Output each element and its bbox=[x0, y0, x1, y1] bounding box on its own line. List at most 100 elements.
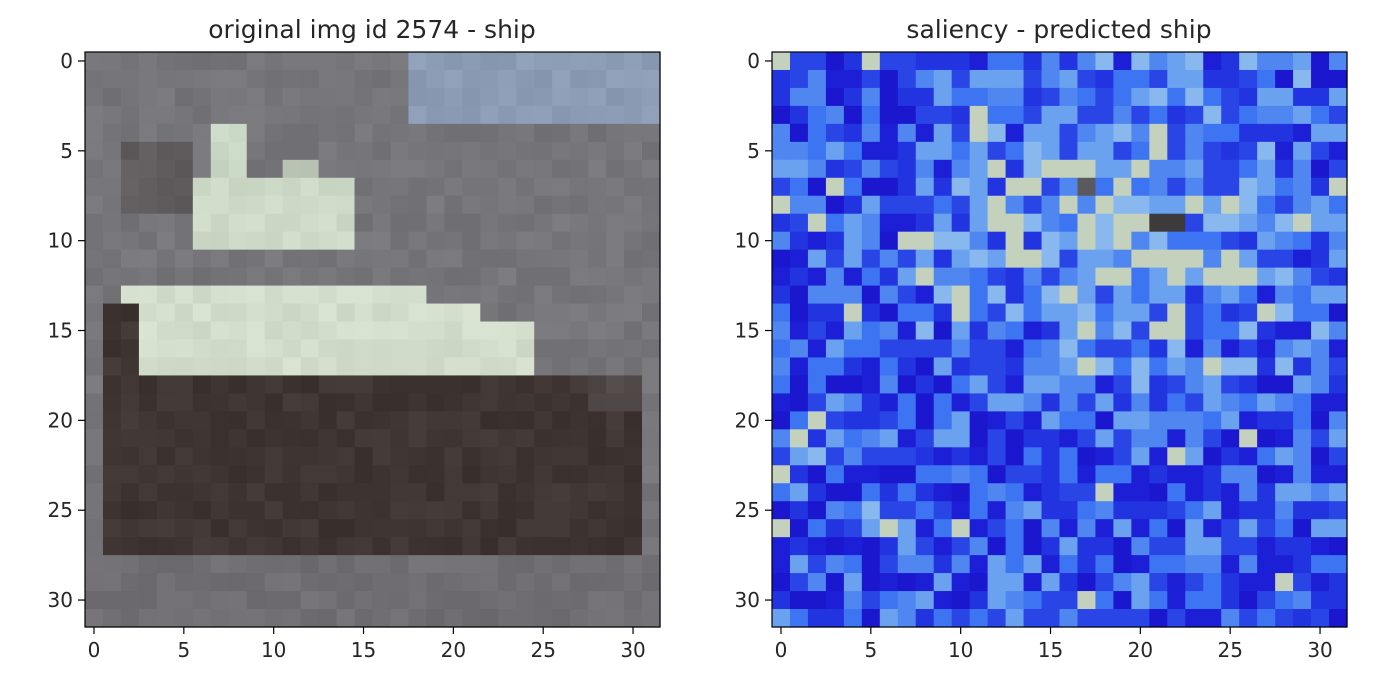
pixel-cell bbox=[534, 447, 553, 466]
pixel-cell bbox=[772, 429, 791, 448]
pixel-cell bbox=[915, 249, 935, 269]
pixel-cell bbox=[789, 591, 809, 610]
pixel-cell bbox=[498, 69, 517, 89]
pixel-cell bbox=[264, 87, 284, 107]
pixel-cell bbox=[174, 591, 194, 610]
pixel-cell bbox=[138, 249, 158, 269]
y-tick-label: 30 bbox=[735, 588, 760, 612]
pixel-cell bbox=[120, 411, 140, 430]
pixel-cell bbox=[843, 303, 863, 323]
pixel-cell bbox=[120, 375, 140, 395]
pixel-cell bbox=[1059, 249, 1079, 269]
pixel-cell bbox=[1311, 555, 1330, 574]
pixel-cell bbox=[336, 357, 356, 377]
pixel-cell bbox=[408, 519, 428, 538]
pixel-cell bbox=[843, 105, 863, 125]
pixel-cell bbox=[1077, 105, 1097, 125]
pixel-cell bbox=[102, 249, 122, 269]
pixel-cell bbox=[969, 267, 989, 287]
pixel-cell bbox=[1131, 357, 1150, 377]
x-tick-label: 30 bbox=[620, 638, 645, 662]
pixel-cell bbox=[1221, 393, 1240, 412]
pixel-cell bbox=[951, 321, 971, 341]
pixel-cell bbox=[789, 303, 809, 323]
pixel-cell bbox=[1059, 537, 1079, 556]
pixel-cell bbox=[1329, 537, 1348, 556]
pixel-cell bbox=[969, 393, 989, 412]
pixel-cell bbox=[534, 177, 553, 197]
pixel-cell bbox=[606, 231, 625, 251]
pixel-cell bbox=[642, 123, 661, 143]
pixel-cell bbox=[789, 231, 809, 251]
x-tick-label: 15 bbox=[1038, 638, 1063, 662]
pixel-cell bbox=[1221, 249, 1240, 269]
pixel-cell bbox=[480, 123, 499, 143]
pixel-cell bbox=[1311, 159, 1330, 179]
pixel-cell bbox=[825, 537, 845, 556]
pixel-cell bbox=[897, 285, 917, 305]
saliency-frame bbox=[771, 51, 1348, 628]
pixel-cell bbox=[1293, 591, 1312, 610]
pixel-cell bbox=[1239, 231, 1258, 251]
pixel-cell bbox=[480, 609, 499, 628]
pixel-cell bbox=[390, 177, 410, 197]
pixel-cell bbox=[228, 447, 248, 466]
pixel-cell bbox=[336, 465, 356, 484]
pixel-cell bbox=[1167, 483, 1186, 502]
pixel-cell bbox=[843, 141, 863, 161]
pixel-cell bbox=[843, 69, 863, 89]
pixel-cell bbox=[1185, 213, 1204, 233]
pixel-cell bbox=[1311, 375, 1330, 395]
pixel-cell bbox=[843, 447, 863, 466]
pixel-cell bbox=[879, 555, 899, 574]
pixel-cell bbox=[174, 501, 194, 520]
pixel-cell bbox=[861, 195, 881, 215]
pixel-cell bbox=[1185, 87, 1204, 107]
pixel-cell bbox=[210, 159, 230, 179]
pixel-cell bbox=[408, 177, 428, 197]
pixel-cell bbox=[897, 231, 917, 251]
pixel-cell bbox=[534, 303, 553, 323]
pixel-cell bbox=[102, 591, 122, 610]
pixel-cell bbox=[588, 141, 607, 161]
pixel-cell bbox=[933, 609, 953, 628]
pixel-cell bbox=[444, 303, 463, 323]
pixel-cell bbox=[480, 447, 499, 466]
pixel-cell bbox=[1023, 52, 1043, 71]
pixel-cell bbox=[156, 411, 176, 430]
pixel-cell bbox=[156, 501, 176, 520]
pixel-cell bbox=[210, 519, 230, 538]
pixel-cell bbox=[390, 339, 410, 359]
pixel-cell bbox=[1293, 357, 1312, 377]
pixel-cell bbox=[1131, 249, 1150, 269]
pixel-cell bbox=[408, 195, 428, 215]
pixel-cell bbox=[1041, 357, 1061, 377]
pixel-cell bbox=[987, 267, 1007, 287]
pixel-cell bbox=[1203, 357, 1222, 377]
pixel-cell bbox=[1221, 537, 1240, 556]
pixel-cell bbox=[825, 303, 845, 323]
pixel-cell bbox=[85, 321, 104, 341]
pixel-cell bbox=[534, 159, 553, 179]
pixel-cell bbox=[318, 465, 338, 484]
pixel-cell bbox=[480, 519, 499, 538]
pixel-cell bbox=[264, 267, 284, 287]
pixel-cell bbox=[897, 483, 917, 502]
pixel-cell bbox=[426, 501, 445, 520]
pixel-cell bbox=[264, 447, 284, 466]
pixel-cell bbox=[772, 465, 791, 484]
pixel-cell bbox=[1275, 123, 1294, 143]
y-tick-label: 30 bbox=[48, 588, 73, 612]
pixel-cell bbox=[444, 267, 463, 287]
pixel-cell bbox=[570, 159, 589, 179]
pixel-cell bbox=[354, 465, 374, 484]
pixel-cell bbox=[336, 69, 356, 89]
pixel-cell bbox=[408, 87, 428, 107]
pixel-cell bbox=[933, 429, 953, 448]
pixel-cell bbox=[85, 573, 104, 592]
pixel-cell bbox=[915, 231, 935, 251]
pixel-cell bbox=[336, 375, 356, 395]
pixel-cell bbox=[624, 375, 643, 395]
pixel-cell bbox=[516, 501, 535, 520]
